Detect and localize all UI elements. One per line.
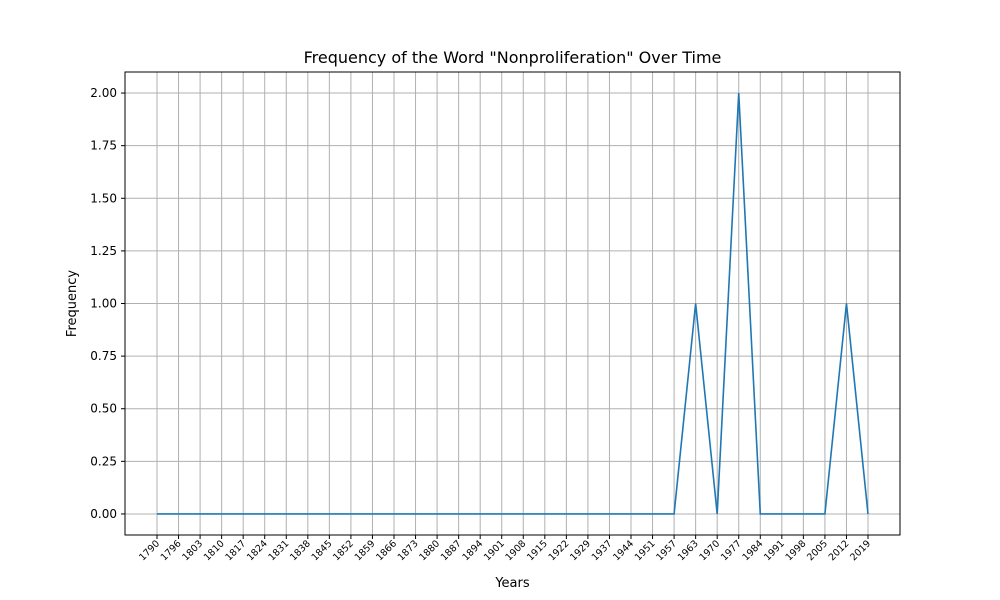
x-tick-label: 1957 bbox=[654, 538, 679, 563]
x-tick-label: 1963 bbox=[676, 538, 701, 563]
chart-title: Frequency of the Word "Nonproliferation"… bbox=[304, 48, 722, 67]
x-tick-label: 1845 bbox=[310, 538, 335, 563]
y-axis-label: Frequency bbox=[65, 270, 80, 337]
x-tick-label: 1831 bbox=[267, 538, 292, 563]
series-line bbox=[157, 93, 869, 515]
x-tick-label: 1915 bbox=[525, 538, 550, 563]
x-tick-label: 1873 bbox=[396, 538, 421, 563]
x-tick-label: 1929 bbox=[568, 538, 593, 563]
x-tick-label: 1922 bbox=[547, 538, 572, 563]
x-tick-label: 1901 bbox=[482, 538, 507, 563]
y-tick-label: 0.75 bbox=[90, 349, 117, 363]
x-tick-label: 2012 bbox=[827, 538, 852, 563]
x-tick-label: 1944 bbox=[611, 538, 636, 563]
x-tick-label: 1908 bbox=[504, 538, 529, 563]
y-tick-label: 0.50 bbox=[90, 402, 117, 416]
x-tick-label: 1866 bbox=[374, 538, 399, 563]
axis-ticks bbox=[121, 92, 869, 539]
x-tick-label: 1937 bbox=[590, 538, 615, 563]
x-tick-label: 2019 bbox=[848, 538, 873, 563]
x-tick-label: 1951 bbox=[633, 538, 658, 563]
x-tick-label: 1790 bbox=[137, 538, 162, 563]
x-tick-label: 1984 bbox=[741, 538, 766, 563]
y-tick-label: 2.00 bbox=[90, 86, 117, 100]
x-tick-label: 2005 bbox=[805, 538, 830, 563]
y-tick-label: 1.75 bbox=[90, 139, 117, 153]
x-tick-label: 1977 bbox=[719, 538, 744, 563]
x-tick-label: 1894 bbox=[460, 538, 485, 563]
grid bbox=[125, 72, 900, 535]
x-tick-label: 1824 bbox=[245, 538, 270, 563]
x-tick-label: 1970 bbox=[697, 538, 722, 563]
y-tick-label: 0.25 bbox=[90, 454, 117, 468]
x-tick-label: 1859 bbox=[353, 538, 378, 563]
series-lines bbox=[157, 93, 869, 515]
x-tick-label: 1880 bbox=[417, 538, 442, 563]
x-tick-label: 1998 bbox=[784, 538, 809, 563]
x-tick-label: 1817 bbox=[223, 538, 248, 563]
x-axis-label: Years bbox=[494, 576, 530, 591]
x-tick-label: 1803 bbox=[180, 538, 205, 563]
tick-labels: 1790179618031810181718241831183818451852… bbox=[90, 86, 873, 563]
y-tick-label: 1.50 bbox=[90, 191, 117, 205]
x-tick-label: 1887 bbox=[439, 538, 464, 563]
x-tick-label: 1991 bbox=[762, 538, 787, 563]
x-tick-label: 1810 bbox=[202, 538, 227, 563]
y-tick-label: 0.00 bbox=[90, 507, 117, 521]
y-tick-label: 1.25 bbox=[90, 244, 117, 258]
x-tick-label: 1796 bbox=[159, 538, 184, 563]
x-tick-label: 1852 bbox=[331, 538, 356, 563]
x-tick-label: 1838 bbox=[288, 538, 313, 563]
y-tick-label: 1.00 bbox=[90, 297, 117, 311]
